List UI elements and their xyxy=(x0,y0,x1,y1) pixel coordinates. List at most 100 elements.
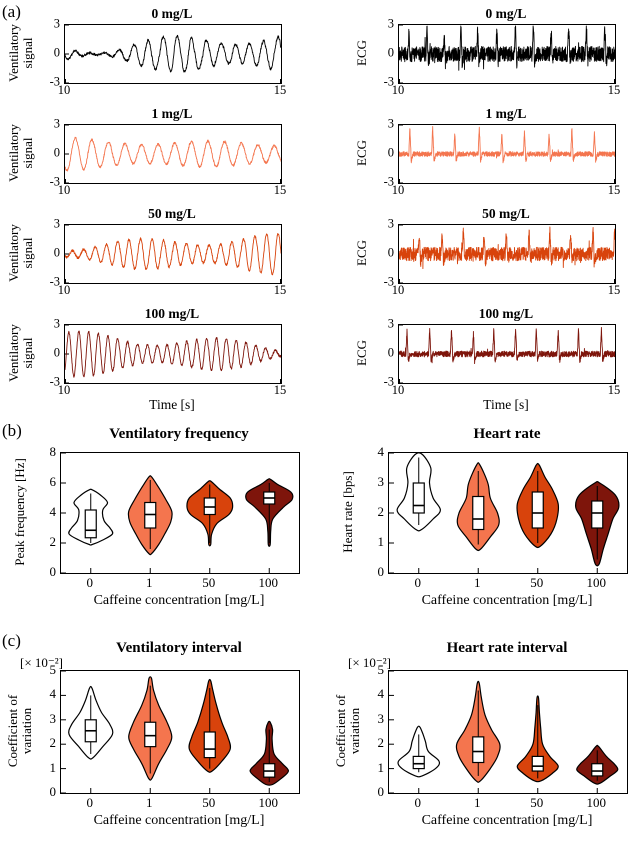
y-tick-label: 4 xyxy=(49,686,57,702)
subplot-title: 1 mg/L xyxy=(485,106,527,121)
signal-path xyxy=(399,126,615,164)
chart-title: Ventilatory interval xyxy=(116,640,242,656)
chart-title: Heart rate xyxy=(473,426,541,442)
y-tick-label: -3 xyxy=(49,274,60,289)
y-axis-label: Coefficient of variation xyxy=(333,670,362,792)
y-tick-label: 6 xyxy=(49,474,57,489)
panel-b-violins: Ventilatory frequency Peak frequency [Hz]… xyxy=(0,426,633,613)
x-tick-label: 10 xyxy=(57,383,71,397)
axis-ylabel-line: variation xyxy=(347,707,362,755)
x-tick-label: 100 xyxy=(586,575,607,590)
y-axis-scale-label: [× 10⁻²] xyxy=(348,655,391,670)
timeseries-row: 100 mg/L Ventilatory signal 3 0 -3 10 15 Time [s… xyxy=(4,306,633,413)
y-tick-labels: 0 1 2 3 4 5 xyxy=(34,662,60,799)
x-tick-label: 0 xyxy=(414,795,422,810)
signal-path xyxy=(399,25,615,71)
ventilatory-plot xyxy=(64,24,282,84)
y-axis-label: Ventilatory signal xyxy=(4,24,38,82)
y-tick-label: -3 xyxy=(49,374,60,389)
timeseries-ecg-1mgL: 1 mg/L ECG 3 0 -3 10 15 xyxy=(352,106,621,197)
y-tick-label: 0 xyxy=(53,45,60,60)
x-tick-label: 15 xyxy=(607,283,621,297)
y-tick-label: 2 xyxy=(49,735,57,751)
x-tick-label: 1 xyxy=(146,795,153,810)
y-tick-label: 0 xyxy=(53,345,60,360)
x-tick-labels: 10 15 xyxy=(352,182,621,197)
y-tick-label: 0 xyxy=(387,245,394,260)
y-axis-label: ECG xyxy=(352,124,372,182)
x-tick-label: 100 xyxy=(258,575,279,590)
y-tick-label: -3 xyxy=(383,374,394,389)
subplot-title: 50 mg/L xyxy=(148,206,196,221)
y-tick-labels: 3 0 -3 xyxy=(38,17,64,89)
y-tick-label: 5 xyxy=(377,662,385,677)
y-axis-label: ECG xyxy=(352,324,372,382)
timeseries-ecg-50mgL: 50 mg/L ECG 3 0 -3 10 15 xyxy=(352,206,620,297)
x-axis-label: Caffeine concentration [mg/L] xyxy=(421,593,593,608)
x-tick-label: 50 xyxy=(202,795,216,810)
y-tick-labels: 3 0 -3 xyxy=(372,217,398,289)
box-plot xyxy=(472,736,485,764)
x-axis-label: Caffeine concentration [mg/L] xyxy=(93,813,265,828)
axis-ylabel-line: Ventilatory xyxy=(6,324,21,382)
x-tick-label: 10 xyxy=(391,83,405,97)
y-tick-label: 1 xyxy=(377,534,385,549)
x-tick-label: 50 xyxy=(530,575,544,590)
violin-chart-vent-frequency: Ventilatory frequency Peak frequency [Hz]… xyxy=(6,426,300,613)
box-plot xyxy=(531,755,544,772)
violin-chart-vent-interval: [× 10⁻²] Ventilatory interval Coefficient … xyxy=(5,640,300,833)
timeseries-row: 0 mg/L Ventilatory signal 3 0 -3 10 15 0 mg/L ECG… xyxy=(4,6,633,97)
y-axis-label: Heart rate [bps] xyxy=(334,452,362,572)
violin-plot-area xyxy=(60,452,300,574)
y-tick-label: 0 xyxy=(387,45,394,60)
axis-ylabel-line: Peak frequency [Hz] xyxy=(12,458,27,566)
ecg-plot xyxy=(398,324,616,384)
x-tick-label: 0 xyxy=(86,575,94,590)
y-tick-label: 3 xyxy=(387,216,394,231)
timeseries-ventilatory-50mgL: 50 mg/L Ventilatory signal 3 0 -3 10 15 xyxy=(4,206,287,297)
x-tick-labels: 10 15 xyxy=(4,182,287,197)
y-tick-label: -3 xyxy=(383,74,394,89)
y-tick-labels: 3 0 -3 xyxy=(38,317,64,389)
y-tick-label: 2 xyxy=(377,735,385,751)
x-axis-label: Caffeine concentration [mg/L] xyxy=(93,593,265,608)
signal-path xyxy=(65,330,281,378)
violin-plot-area xyxy=(388,452,628,574)
y-tick-label: 4 xyxy=(377,686,385,702)
axis-ylabel-line: signal xyxy=(20,237,35,269)
violin-plot-area xyxy=(388,670,628,794)
x-tick-label: 0 xyxy=(86,795,94,810)
x-tick-labels: 10 15 xyxy=(4,282,287,297)
y-tick-labels: 0 1 2 3 4 5 xyxy=(362,662,388,799)
axis-ylabel-line: variation xyxy=(19,707,34,755)
y-tick-label: 0 xyxy=(49,564,57,579)
axis-ylabel-line: signal xyxy=(20,137,35,169)
violin-chart-heart-rate: Heart rate Heart rate [bps] 0 1 2 3 4 0 1 50 100 Ca… xyxy=(334,426,628,613)
y-tick-label: -3 xyxy=(383,174,394,189)
ecg-plot xyxy=(398,24,616,84)
x-tick-labels: 10 15 xyxy=(352,382,621,397)
y-tick-label: 3 xyxy=(53,216,60,231)
x-tick-label: 100 xyxy=(586,795,607,810)
signal-path xyxy=(399,326,615,365)
y-tick-label: 0 xyxy=(377,564,385,579)
y-tick-label: 3 xyxy=(49,710,57,726)
box-plot xyxy=(144,721,157,748)
x-tick-labels: 0 1 50 100 xyxy=(6,574,300,591)
signal-path xyxy=(65,136,281,172)
x-tick-label: 10 xyxy=(57,183,71,197)
timeseries-ventilatory-0mgL: 0 mg/L Ventilatory signal 3 0 -3 10 15 xyxy=(4,6,286,97)
y-tick-label: 3 xyxy=(53,16,60,31)
x-axis-label: Caffeine concentration [mg/L] xyxy=(421,813,593,828)
y-axis-label: Ventilatory signal xyxy=(4,224,38,282)
y-tick-label: 0 xyxy=(387,345,394,360)
y-tick-label: 1 xyxy=(377,759,385,775)
axis-ylabel-line: Heart rate [bps] xyxy=(340,471,355,553)
box-plot xyxy=(472,495,485,531)
x-tick-label: 15 xyxy=(607,83,621,97)
ecg-plot xyxy=(398,224,616,284)
axis-ylabel-line: signal xyxy=(20,37,35,69)
subplot-title: 50 mg/L xyxy=(482,206,530,221)
y-tick-label: 2 xyxy=(377,504,385,519)
